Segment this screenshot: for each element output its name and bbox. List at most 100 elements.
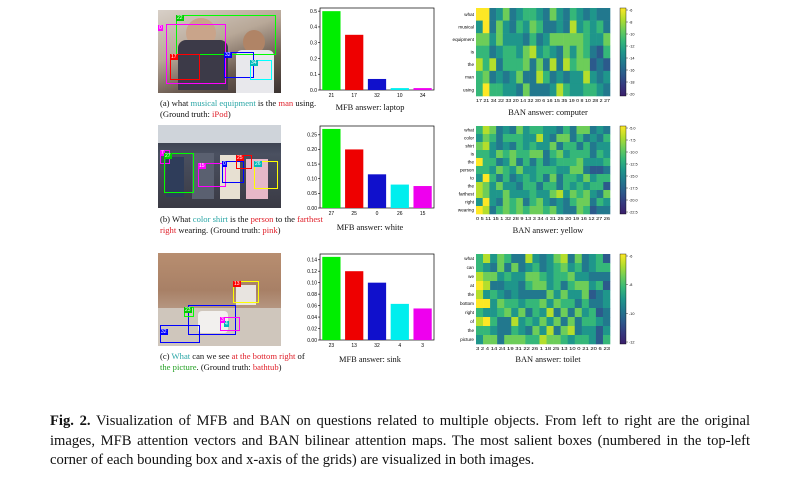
heat-cell	[529, 166, 537, 175]
heat-cell	[496, 182, 504, 191]
heat-cell	[603, 198, 611, 207]
heat-cell	[489, 174, 497, 183]
heat-cell	[529, 150, 537, 159]
mfb-bar-chart-b: 0.00 0.05 0.10 0.15 0.20 0.25 27 25 0 26 15	[307, 125, 435, 217]
heat-cell	[522, 198, 530, 207]
heat-cell	[482, 126, 490, 135]
heat-cell	[549, 150, 557, 159]
heat-cell	[589, 58, 597, 72]
heat-cell	[518, 317, 526, 327]
heat-cell	[490, 308, 498, 318]
heat-cell	[502, 8, 510, 21]
heat-cell	[574, 308, 583, 318]
heat-cell	[567, 335, 576, 345]
y-tick-label: 0.10	[307, 177, 317, 183]
bar-13	[345, 271, 364, 340]
heat-cell	[546, 254, 554, 264]
heat-cell	[583, 83, 591, 97]
heat-cell	[489, 190, 497, 199]
heat-cell	[476, 281, 484, 291]
heat-cell	[576, 45, 584, 59]
heat-cell	[539, 299, 547, 309]
heat-cell	[602, 254, 611, 264]
heat-cell	[560, 299, 568, 309]
heat-cell	[497, 326, 505, 336]
caption-text: (c)	[160, 351, 172, 361]
heat-cell	[589, 83, 597, 97]
heat-cell	[497, 308, 505, 318]
bar-15	[413, 186, 432, 208]
heat-cell	[482, 190, 490, 199]
heat-cell	[509, 206, 517, 215]
heat-cell	[511, 326, 519, 336]
heat-cell	[522, 33, 530, 47]
heat-cell	[516, 134, 524, 143]
heat-cell	[563, 174, 571, 183]
heat-cell	[596, 142, 604, 151]
bar-26	[390, 184, 409, 208]
heat-cell	[497, 290, 505, 300]
heat-cell	[476, 198, 483, 207]
heat-cell	[574, 254, 583, 264]
heat-cell	[516, 182, 524, 191]
subcaption-c: (c) What can we see at the bottom right …	[160, 351, 310, 373]
colorbar-tick-label: -18	[629, 81, 635, 85]
y-tick-label: 0.1	[310, 72, 317, 78]
x-tick-label: 17	[351, 93, 357, 99]
heat-cell	[539, 254, 547, 264]
heat-cell	[496, 58, 504, 72]
heat-cell	[595, 317, 604, 327]
heat-cell	[569, 58, 577, 72]
heat-cell	[546, 317, 554, 327]
heat-cell	[588, 290, 597, 300]
heat-cell	[489, 158, 497, 167]
heat-cell	[504, 263, 512, 273]
caption-text: )	[277, 225, 281, 235]
y-tick-label: 0.08	[307, 292, 317, 298]
colorbar	[619, 125, 627, 215]
heat-cell	[511, 263, 519, 273]
heat-cell	[549, 83, 557, 97]
heat-cell	[518, 290, 526, 300]
heat-cell	[516, 45, 524, 59]
heat-cell	[588, 326, 597, 336]
heat-cell	[490, 335, 498, 345]
heat-cell	[482, 198, 490, 207]
heat-cell	[482, 158, 490, 167]
heat-cell	[589, 198, 597, 207]
heat-cell	[589, 33, 597, 47]
heat-cell	[539, 335, 547, 345]
heat-cell	[502, 198, 510, 207]
y-word-label: man	[465, 75, 474, 80]
heat-cell	[576, 174, 584, 183]
heat-cell	[509, 8, 517, 21]
heat-cell	[529, 198, 537, 207]
heat-cell	[574, 317, 583, 327]
heat-cell	[596, 83, 604, 97]
heat-cell	[567, 308, 576, 318]
y-tick-label: 0.3	[310, 40, 317, 46]
heat-cell	[496, 126, 504, 135]
bar-34	[413, 88, 432, 90]
heat-cell	[536, 33, 544, 47]
heat-cell	[525, 335, 533, 345]
heat-cell	[489, 134, 497, 143]
heat-cell	[502, 134, 510, 143]
heat-cell	[543, 166, 550, 175]
heat-cell	[602, 326, 611, 336]
heat-cell	[483, 335, 491, 345]
heat-cell	[511, 299, 519, 309]
figure-caption-text: Visualization of MFB and BAN on question…	[50, 413, 750, 468]
x-box-labels: 17 21 34 22 33 20 14 32 30 6 16 15 35 19…	[476, 98, 611, 103]
heat-cell	[516, 198, 524, 207]
heat-cell	[603, 150, 611, 159]
x-tick-label: 10	[397, 93, 403, 99]
image-row-a: 0 22 17 32 34	[158, 10, 281, 93]
heat-cell	[525, 263, 533, 273]
heat-cell	[532, 263, 540, 273]
heat-cell	[476, 263, 484, 273]
heat-cell	[529, 70, 537, 84]
heat-cell	[583, 142, 591, 151]
heat-cell	[553, 290, 561, 300]
heat-cell	[596, 190, 604, 199]
